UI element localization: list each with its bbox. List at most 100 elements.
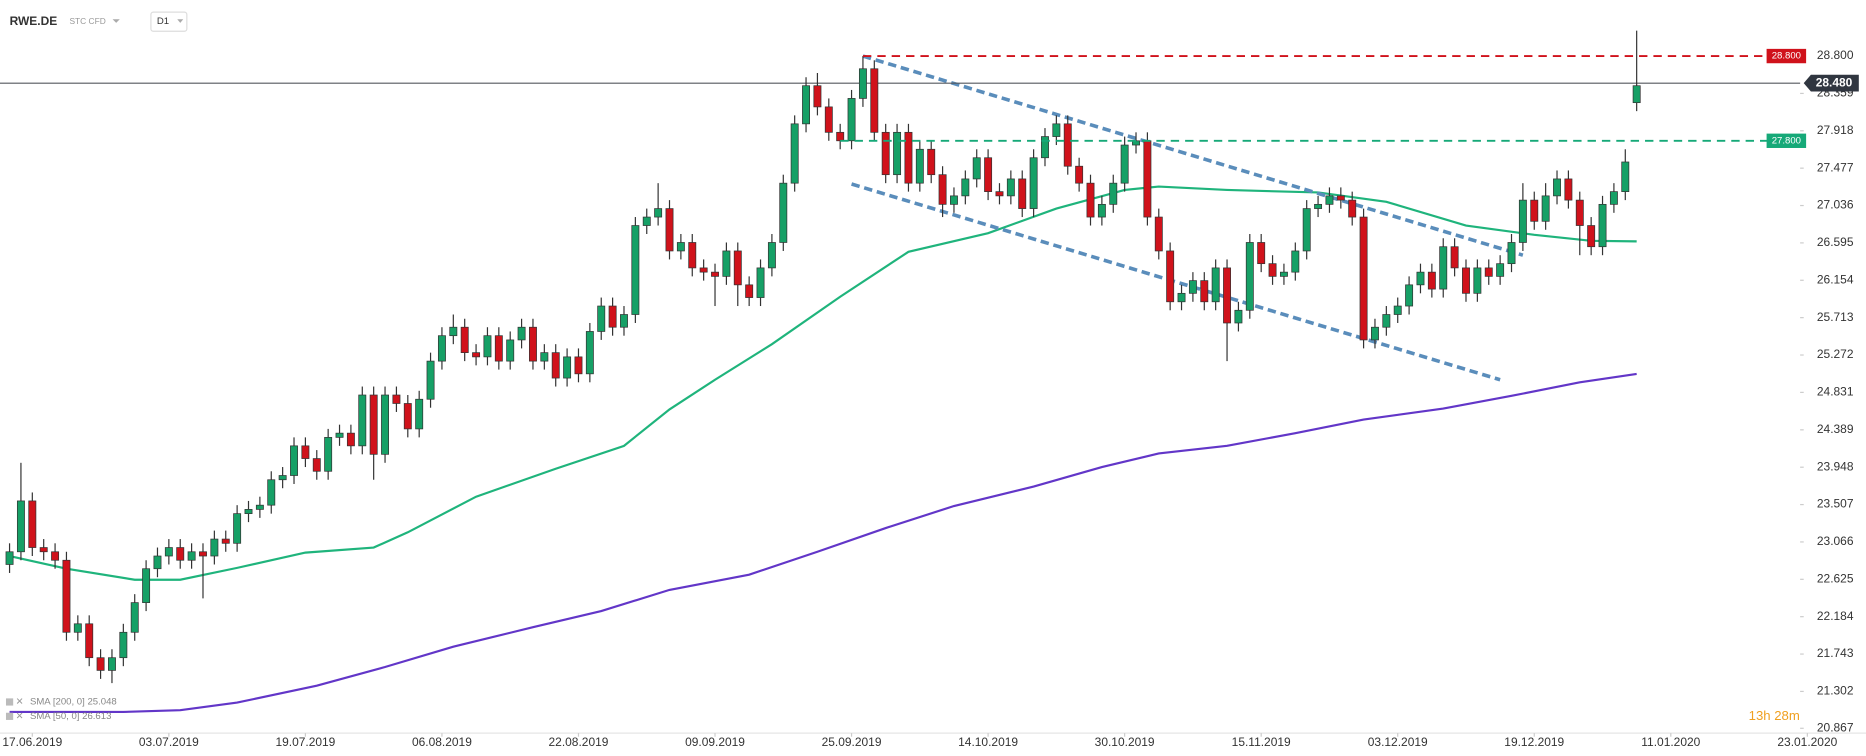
candle-body xyxy=(244,509,253,515)
candle-body xyxy=(745,284,754,298)
candle-body xyxy=(1507,242,1516,265)
candle-body xyxy=(1006,178,1015,197)
candle-body xyxy=(472,352,481,358)
legend-icon xyxy=(5,698,14,706)
candle-body xyxy=(893,131,902,176)
candle-body xyxy=(62,559,71,633)
candle-body xyxy=(210,538,219,557)
x-tick-label: 30.10.2019 xyxy=(1095,735,1155,749)
candle-body xyxy=(233,513,242,544)
candle-body xyxy=(187,551,196,561)
candle-body xyxy=(142,568,151,603)
x-tick-label: 17.06.2019 xyxy=(2,735,62,749)
y-tick-label: 27.477 xyxy=(1817,160,1854,174)
trend-line xyxy=(851,182,1501,382)
candle-body xyxy=(847,98,856,142)
candle-body xyxy=(1063,123,1072,167)
candle-body xyxy=(392,394,401,404)
candle-body xyxy=(1621,161,1630,192)
candle-body xyxy=(290,445,298,476)
candle-body xyxy=(1018,178,1027,209)
candle-body xyxy=(346,432,355,447)
candle-body xyxy=(927,148,936,176)
candle-body xyxy=(950,195,958,205)
sma-line xyxy=(9,185,1637,581)
x-tick-label: 25.09.2019 xyxy=(822,735,882,749)
candle-body xyxy=(1086,182,1095,218)
x-tick-label: 19.12.2019 xyxy=(1504,735,1564,749)
y-tick-label: 25.713 xyxy=(1817,310,1854,324)
candle-body xyxy=(5,551,14,565)
candle-body xyxy=(1257,242,1266,265)
level-label-box xyxy=(1766,48,1807,64)
candle-body xyxy=(1154,216,1163,252)
candle-body xyxy=(1188,280,1197,294)
candle-body xyxy=(1484,267,1493,277)
candle-body xyxy=(255,504,264,510)
timeframe[interactable]: D1 xyxy=(157,16,169,27)
y-tick-label: 27.918 xyxy=(1817,123,1854,137)
candle-body xyxy=(1075,165,1084,184)
y-tick-label: 20.867 xyxy=(1817,720,1854,734)
trend-line xyxy=(862,54,1524,257)
candle-body xyxy=(1609,191,1618,205)
candle-body xyxy=(722,250,731,277)
candle-body xyxy=(1314,203,1323,209)
candle-body xyxy=(1473,267,1482,294)
candle-body xyxy=(517,326,526,341)
candle-body xyxy=(119,631,128,659)
candle-body xyxy=(699,267,708,273)
y-tick-label: 24.831 xyxy=(1817,385,1854,399)
candle-body xyxy=(767,242,776,269)
x-tick-label: 09.09.2019 xyxy=(685,735,745,749)
candle-body xyxy=(1211,267,1220,303)
y-tick-label: 24.389 xyxy=(1817,422,1854,436)
candle-body xyxy=(1382,314,1391,328)
candle-body xyxy=(813,85,822,108)
candle-body xyxy=(369,394,378,455)
candle-body xyxy=(335,432,344,438)
candle-body xyxy=(1041,136,1049,159)
candle-body xyxy=(1052,123,1061,137)
candle-body xyxy=(904,131,913,184)
candle-body xyxy=(961,178,970,197)
candle-body xyxy=(1530,199,1539,222)
candle-body xyxy=(483,335,492,358)
candle-body xyxy=(1325,195,1334,205)
candle-body xyxy=(1575,199,1584,226)
candle-body xyxy=(995,191,1004,197)
level-label: 28.800 xyxy=(1772,51,1801,62)
candle-body xyxy=(153,555,162,570)
candle-body xyxy=(426,360,435,400)
dropdown-arrow xyxy=(177,19,184,23)
candle-body xyxy=(164,547,173,557)
candle-body xyxy=(96,657,105,671)
instrument-type[interactable]: STC CFD xyxy=(69,16,105,26)
candle-body xyxy=(915,148,924,184)
candle-body xyxy=(858,68,867,99)
symbol[interactable]: RWE.DE xyxy=(10,14,58,28)
candle-body xyxy=(449,326,458,337)
candle-body xyxy=(506,339,515,362)
legend-label: SMA [200, 0] 25.048 xyxy=(30,697,117,708)
candle-body xyxy=(756,267,765,298)
candle-body xyxy=(85,623,94,659)
last-price-label: 28.480 xyxy=(1816,75,1853,89)
candle-body xyxy=(1348,199,1357,218)
y-tick-label: 27.036 xyxy=(1817,198,1854,212)
candle-body xyxy=(267,479,276,506)
x-tick-label: 23.01.2020 xyxy=(1777,735,1837,749)
candle-body xyxy=(460,326,469,353)
candle-body xyxy=(1427,271,1436,290)
timeframe-box[interactable] xyxy=(150,11,188,32)
candle-body xyxy=(16,500,25,553)
candle-body xyxy=(938,174,947,205)
candle-body xyxy=(1496,263,1505,277)
legend-close: ✕ xyxy=(16,697,24,708)
x-tick-label: 03.07.2019 xyxy=(139,735,199,749)
candle-body xyxy=(676,242,685,252)
candle-body xyxy=(620,314,628,328)
x-tick-label: 11.01.2020 xyxy=(1641,735,1700,749)
x-tick-label: 03.12.2019 xyxy=(1368,735,1428,749)
